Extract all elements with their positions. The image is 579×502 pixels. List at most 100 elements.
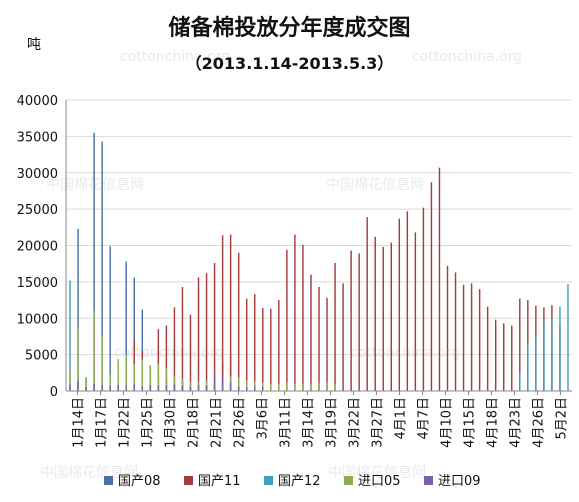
bar <box>438 167 441 391</box>
bar <box>237 386 240 391</box>
legend: 国产08 国产11 国产12 进口05 进口09 <box>104 474 481 489</box>
y-tick-label: 25000 <box>17 203 58 218</box>
watermark-text: cottonchina.org <box>350 345 461 361</box>
bar <box>382 246 384 391</box>
bar <box>229 382 232 391</box>
bar <box>406 211 409 391</box>
bar <box>398 218 401 391</box>
bar <box>286 382 288 391</box>
bar <box>205 273 208 391</box>
bar <box>262 386 264 391</box>
bar <box>237 252 240 391</box>
bar <box>294 383 296 391</box>
bar <box>149 385 152 391</box>
bar <box>262 308 264 391</box>
x-tick-label: 4月7日 <box>417 397 432 440</box>
bar <box>101 385 103 391</box>
bar <box>326 297 328 391</box>
bar <box>254 294 256 391</box>
watermark-text: cottonchina.org <box>120 49 231 65</box>
legend-swatch <box>264 476 273 485</box>
bar <box>173 375 176 391</box>
bar <box>462 284 465 391</box>
legend-label: 进口09 <box>438 474 481 489</box>
bar <box>157 364 160 391</box>
bar <box>278 383 280 391</box>
bar <box>101 141 103 391</box>
x-tick-label: 1月14日 <box>72 397 87 448</box>
y-tick-label: 35000 <box>17 130 58 145</box>
bar <box>141 386 144 391</box>
bar <box>270 383 272 391</box>
bar <box>318 383 320 391</box>
bar <box>374 236 376 391</box>
x-tick-label: 4月23日 <box>509 397 524 448</box>
bar <box>302 383 304 391</box>
legend-label: 进口05 <box>358 474 401 489</box>
bar <box>527 343 529 391</box>
y-axis-ticks: 0 5000 10000 15000 20000 25000 30000 35000 40000 <box>17 94 58 400</box>
bar <box>157 385 160 391</box>
x-tick-label: 3月27日 <box>371 397 386 448</box>
legend-swatch <box>104 476 113 485</box>
x-tick-label: 1月22日 <box>118 397 133 448</box>
bar <box>189 386 192 391</box>
x-tick-label: 1月25日 <box>141 397 156 448</box>
bar <box>543 321 545 391</box>
bar <box>181 378 184 391</box>
y-tick-label: 0 <box>50 385 58 400</box>
y-tick-label: 5000 <box>25 349 58 364</box>
bar <box>125 354 127 392</box>
bar <box>205 385 208 391</box>
bar <box>197 385 200 391</box>
bar <box>133 364 135 391</box>
x-tick-label: 3月19日 <box>325 397 340 448</box>
x-tick-label: 4月15日 <box>463 397 478 448</box>
bar <box>213 374 216 391</box>
bar <box>109 385 111 391</box>
bar <box>551 318 553 391</box>
bar <box>494 319 497 391</box>
x-tick-label: 3月14日 <box>302 397 317 448</box>
bar <box>254 385 256 391</box>
x-axis-ticks: 1月14日 1月17日 1月22日 1月25日 1月30日 2月18日 2月21日 2月26日… <box>72 391 570 448</box>
x-tick-label: 2月26日 <box>233 397 248 448</box>
bar <box>93 132 95 392</box>
watermark-text: 中国棉花信息网 <box>40 465 138 481</box>
bar <box>470 283 473 391</box>
bar <box>149 366 152 391</box>
bar <box>519 298 521 391</box>
bar <box>254 380 256 391</box>
bar <box>125 261 127 391</box>
bar <box>246 387 248 391</box>
watermark-text: 中国棉花信息网 <box>46 177 144 193</box>
y-tick-label: 10000 <box>17 312 58 327</box>
bar <box>414 232 417 391</box>
x-tick-label: 4月1日 <box>394 397 409 440</box>
bar <box>326 382 328 391</box>
bar <box>342 283 344 391</box>
x-tick-label: 3月11日 <box>279 397 294 448</box>
bar <box>318 286 320 391</box>
legend-swatch <box>424 476 433 485</box>
bar <box>165 325 168 391</box>
bar <box>294 234 296 391</box>
bar <box>117 384 119 391</box>
x-tick-label: 3月22日 <box>348 397 363 448</box>
bar <box>486 306 489 391</box>
bar <box>286 249 288 391</box>
bar <box>197 277 200 391</box>
legend-swatch <box>184 476 193 485</box>
bar <box>205 380 208 391</box>
x-tick-label: 1月17日 <box>95 397 110 448</box>
y-tick-label: 20000 <box>17 240 58 255</box>
bar <box>125 385 127 391</box>
bar <box>454 272 457 391</box>
bar <box>69 370 71 391</box>
y-tick-label: 40000 <box>17 94 58 109</box>
bar <box>77 228 79 391</box>
bar <box>221 377 224 391</box>
legend-item: 进口05 <box>344 474 401 489</box>
bar <box>165 368 168 391</box>
